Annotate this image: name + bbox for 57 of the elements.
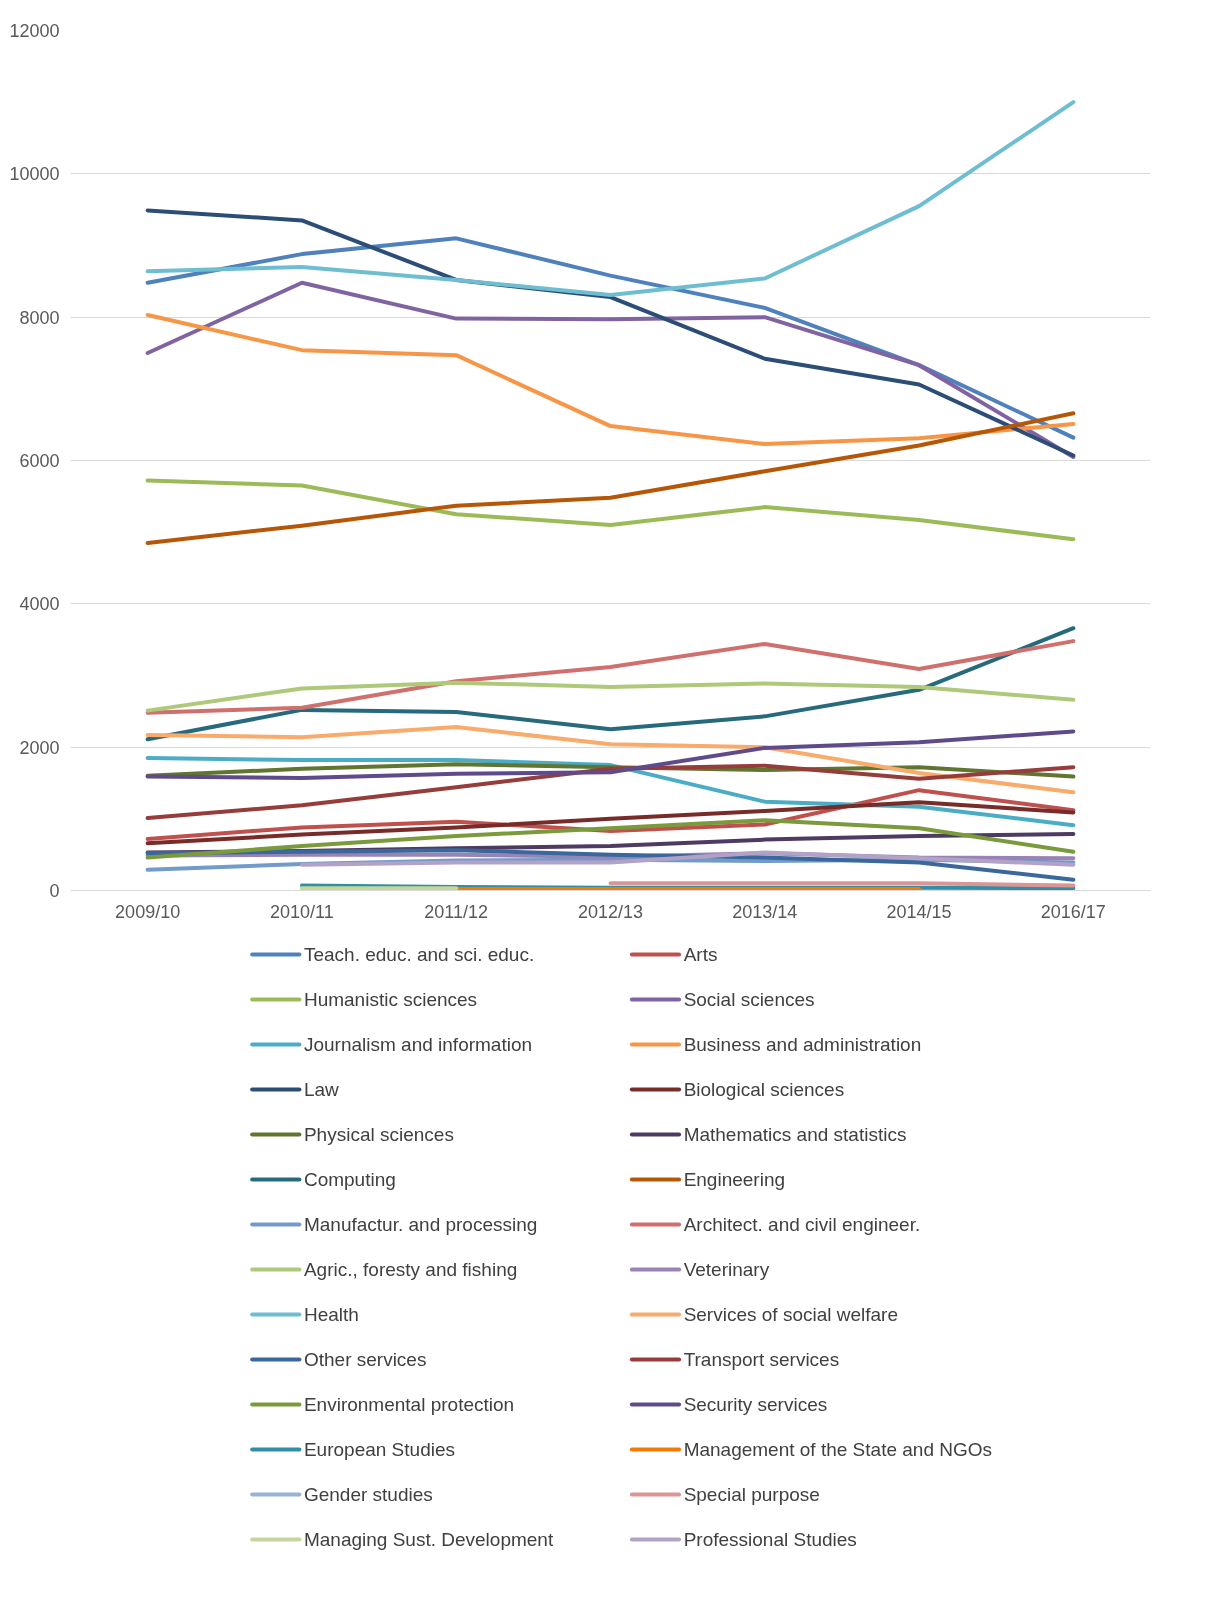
legend-label: Security services bbox=[683, 1394, 828, 1415]
line-series bbox=[145, 626, 1076, 742]
x-tick-label: 2012/13 bbox=[577, 901, 644, 922]
line-series bbox=[145, 818, 1076, 860]
y-tick-label: 12000 bbox=[9, 21, 60, 41]
line-series bbox=[145, 725, 1076, 795]
legend-label: Humanistic sciences bbox=[303, 989, 478, 1010]
line-series bbox=[145, 639, 1076, 715]
x-tick-label: 2010/11 bbox=[270, 901, 334, 922]
legend-label: Business and administration bbox=[683, 1034, 922, 1055]
legend-label: Transport services bbox=[683, 1349, 840, 1370]
line-series bbox=[299, 850, 1076, 867]
legend-label: Special purpose bbox=[683, 1484, 820, 1505]
legend-label: Gender studies bbox=[303, 1484, 433, 1505]
x-tick-label: 2014/15 bbox=[886, 901, 952, 922]
line-series bbox=[145, 800, 1076, 846]
y-tick-label: 10000 bbox=[9, 164, 60, 185]
y-tick-label: 4000 bbox=[19, 594, 60, 615]
legend-label: Management of the State and NGOs bbox=[683, 1439, 993, 1460]
x-tick-label: 2013/14 bbox=[732, 901, 798, 922]
legend-label: Biological sciences bbox=[683, 1079, 845, 1100]
line-series bbox=[145, 411, 1076, 545]
legend-label: Managing Sust. Development bbox=[303, 1529, 554, 1550]
x-tick-label: 2009/10 bbox=[115, 901, 181, 922]
legend-label: Other services bbox=[303, 1349, 427, 1370]
legend-label: Manufactur. and processing bbox=[303, 1214, 538, 1235]
legend-label: Social sciences bbox=[683, 989, 815, 1010]
legend-label: Journalism and information bbox=[303, 1034, 533, 1055]
legend-label: Mathematics and statistics bbox=[683, 1124, 907, 1145]
legend-label: Engineering bbox=[683, 1169, 786, 1190]
legend-label: Agric., foresty and fishing bbox=[303, 1259, 518, 1280]
y-tick-label: 0 bbox=[49, 881, 60, 901]
legend-label: Physical sciences bbox=[303, 1124, 454, 1145]
y-tick-label: 6000 bbox=[19, 451, 60, 471]
line-series bbox=[145, 680, 1076, 713]
line-series bbox=[145, 313, 1076, 447]
legend-label: Computing bbox=[303, 1169, 396, 1190]
legend-label: Arts bbox=[683, 944, 718, 965]
legend-label: Services of social welfare bbox=[683, 1304, 898, 1325]
legend-label: Veterinary bbox=[683, 1259, 770, 1280]
line-series bbox=[145, 280, 1076, 459]
legend-label: Architect. and civil engineer. bbox=[683, 1214, 921, 1235]
legend-label: Professional Studies bbox=[683, 1529, 857, 1550]
legend-label: Health bbox=[303, 1304, 359, 1325]
y-tick-label: 8000 bbox=[19, 307, 60, 328]
legend-label: European Studies bbox=[303, 1439, 455, 1460]
x-tick-label: 2011/12 bbox=[424, 901, 489, 922]
legend-label: Teach. educ. and sci. educ. bbox=[303, 944, 535, 965]
line-series bbox=[145, 763, 1076, 821]
legend-label: Environmental protection bbox=[303, 1394, 515, 1415]
y-tick-label: 2000 bbox=[19, 737, 60, 758]
line-series bbox=[145, 478, 1076, 542]
line-series bbox=[145, 755, 1076, 828]
line-series bbox=[145, 100, 1076, 297]
x-tick-label: 2016/17 bbox=[1040, 901, 1106, 922]
legend-label: Law bbox=[303, 1079, 340, 1100]
line-series bbox=[145, 729, 1076, 780]
